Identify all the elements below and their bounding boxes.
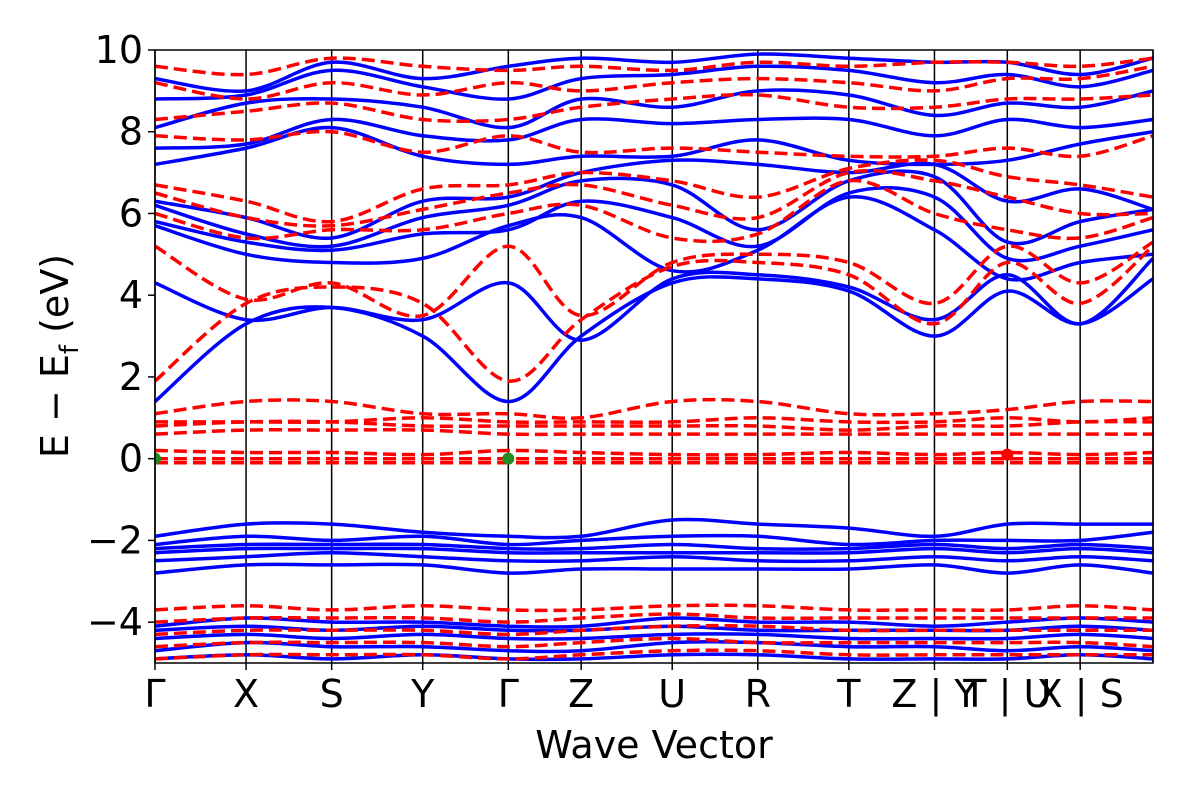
x-tick-label-10: T | U xyxy=(962,672,1051,717)
x-tick-label-3: Y xyxy=(410,672,435,716)
marker-0 xyxy=(155,452,161,465)
y-tick-label-2: 0 xyxy=(119,437,143,481)
solid-band-6 xyxy=(155,125,1153,167)
dashed-band-19 xyxy=(155,612,1153,624)
solid-band-3 xyxy=(155,186,1153,263)
solid-band-8 xyxy=(155,88,1153,130)
y-tick-label-4: 4 xyxy=(119,273,143,317)
dashed-band-14 xyxy=(155,416,1153,425)
x-tick-label-7: R xyxy=(745,672,771,716)
solid-band-7 xyxy=(155,116,1153,150)
plot-background xyxy=(155,50,1153,663)
solid-series xyxy=(155,52,1153,662)
solid-band-12 xyxy=(155,550,1153,564)
dashed-band-4 xyxy=(155,158,1153,224)
markers xyxy=(155,448,1014,465)
solid-band-21 xyxy=(155,616,1153,629)
y-axis-label-unit: (eV) xyxy=(33,254,77,345)
x-tick-label-2: S xyxy=(320,672,344,716)
dashed-band-7 xyxy=(155,64,1153,101)
plot-frame xyxy=(154,49,1154,664)
solid-band-4 xyxy=(155,169,1153,249)
dashed-band-1 xyxy=(155,240,1153,319)
y-axis-label: E − Ef (eV) xyxy=(33,254,85,458)
dashed-band-12 xyxy=(155,428,1153,437)
solid-band-19 xyxy=(155,632,1153,641)
solid-band-13 xyxy=(155,546,1153,555)
y-axis-label-main: E − E xyxy=(33,354,77,458)
y-axis-label-sub: f xyxy=(55,344,85,354)
dashed-series xyxy=(155,56,1153,661)
solid-band-9 xyxy=(155,64,1153,101)
x-tick-label-0: Γ xyxy=(144,672,165,716)
y-axis: −4 −2 0 2 4 6 8 10 xyxy=(87,28,155,644)
dashed-band-5 xyxy=(155,129,1153,159)
y-tick-label-7: 10 xyxy=(95,28,143,72)
dashed-band-16 xyxy=(155,648,1153,661)
x-tick-label-11: X | S xyxy=(1037,672,1124,717)
y-tick-label-3: 2 xyxy=(119,355,143,399)
solid-band-17 xyxy=(155,652,1153,662)
y-tick-label-0: −4 xyxy=(87,600,143,644)
dashed-band-18 xyxy=(155,623,1153,637)
dashed-band-2 xyxy=(155,178,1153,244)
dashed-band-17 xyxy=(155,636,1153,649)
solid-band-11 xyxy=(155,562,1153,575)
bands xyxy=(155,52,1153,662)
y-tick-label-5: 6 xyxy=(119,191,143,235)
solid-band-2 xyxy=(155,195,1153,282)
solid-band-16 xyxy=(155,517,1153,540)
x-tick-label-9: Z | Y xyxy=(891,672,978,717)
dashed-band-8 xyxy=(155,56,1153,77)
marker-2 xyxy=(1001,448,1014,461)
y-tick-label-6: 8 xyxy=(119,110,143,154)
solid-band-5 xyxy=(155,158,1153,240)
solid-band-14 xyxy=(155,542,1153,551)
marker-1 xyxy=(502,452,515,465)
x-axis-label: Wave Vector xyxy=(535,723,773,767)
dashed-band-6 xyxy=(155,92,1153,124)
y-tick-label-1: −2 xyxy=(87,518,143,562)
dashed-band-3 xyxy=(155,168,1153,228)
dashed-band-0 xyxy=(155,244,1153,383)
dashed-band-20 xyxy=(155,603,1153,613)
dashed-band-11 xyxy=(155,448,1153,457)
dashed-band-15 xyxy=(155,397,1153,420)
x-tick-label-6: U xyxy=(658,672,686,716)
x-tick-label-1: X xyxy=(233,672,259,716)
solid-band-15 xyxy=(155,530,1153,547)
solid-band-1 xyxy=(155,257,1153,342)
x-tick-label-5: Z xyxy=(568,672,594,716)
x-tick-label-4: Γ xyxy=(498,672,519,716)
solid-band-10 xyxy=(155,52,1153,94)
x-tick-label-8: T xyxy=(836,672,861,716)
solid-band-18 xyxy=(155,640,1153,654)
